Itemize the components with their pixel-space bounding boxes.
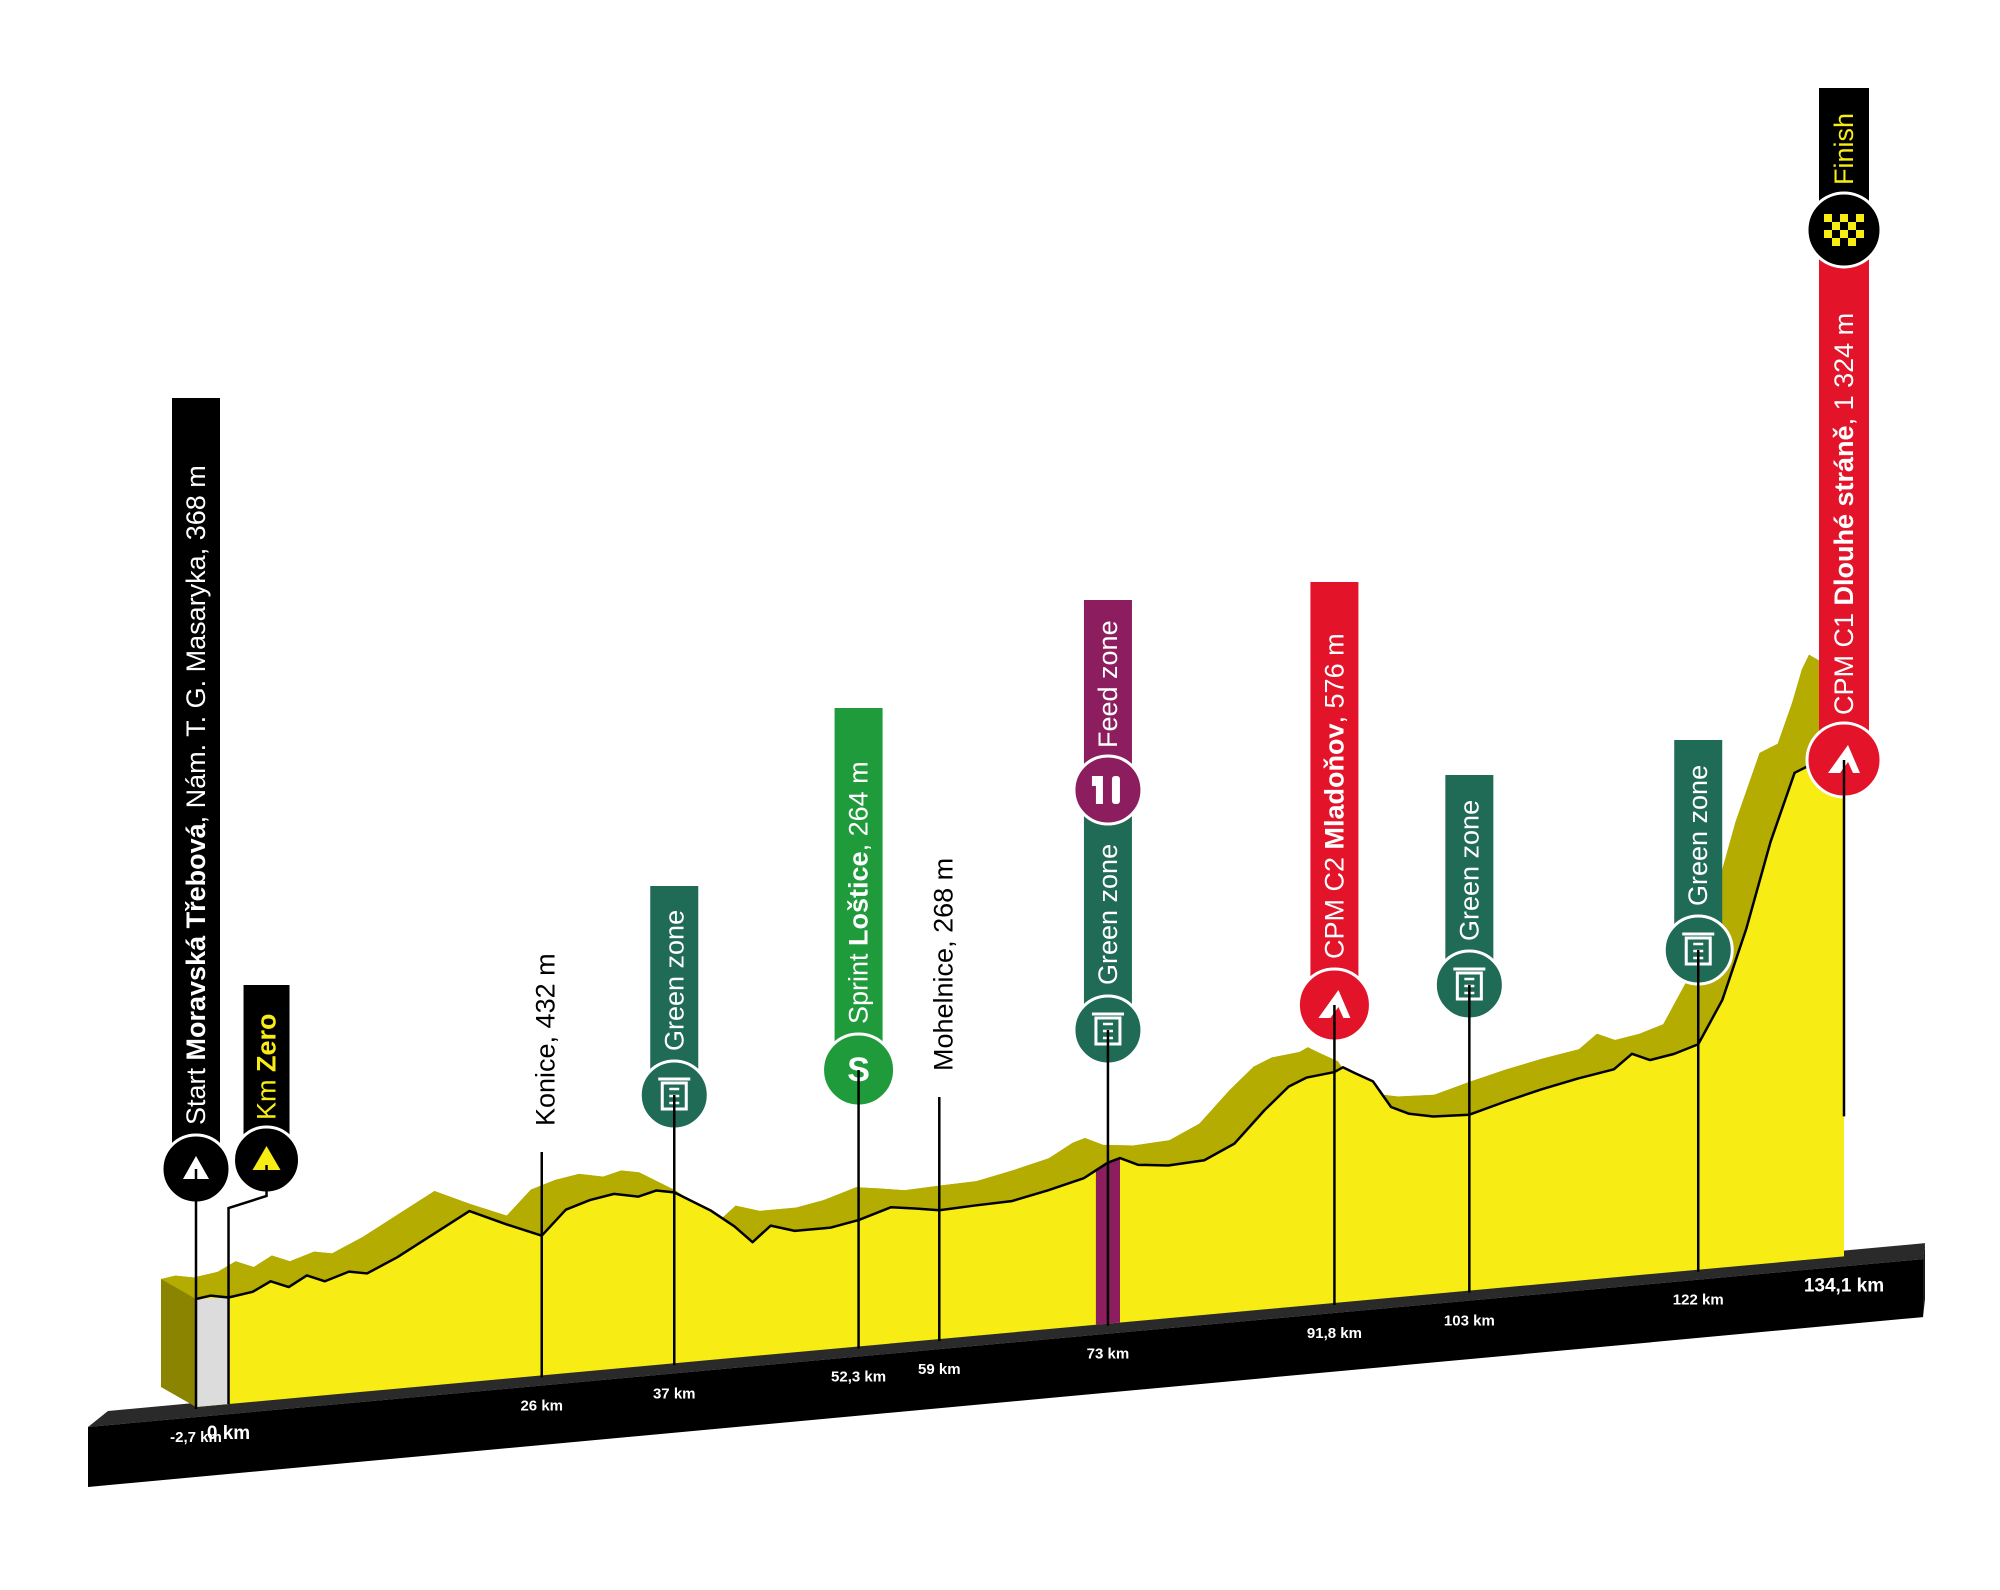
marker-label: CPM C1 Dlouhé stráně, 1 324 m bbox=[1829, 313, 1859, 715]
checkered-flag-icon bbox=[1824, 214, 1864, 246]
km-zero-triangle-icon bbox=[252, 1146, 281, 1170]
route-markers: Start Moravská Třebová, Nám. T. G. Masar… bbox=[160, 88, 1883, 1409]
km-zero-banner bbox=[243, 985, 290, 1135]
green-37-marker: Green zone bbox=[638, 886, 710, 1131]
climb-c2-marker: CPM C2 Mladoňov, 576 m bbox=[1296, 582, 1372, 1043]
distance-label: 0 km bbox=[207, 1423, 250, 1444]
distance-label: 52,3 km bbox=[831, 1368, 886, 1385]
distance-label: -2,7 km bbox=[170, 1429, 222, 1446]
mountain-icon bbox=[1318, 990, 1351, 1018]
base-bar-front bbox=[88, 1259, 1923, 1487]
marker-label: Green zone bbox=[1683, 765, 1713, 906]
km-zero-marker: Km Zero bbox=[232, 985, 302, 1195]
start-marker-banner bbox=[172, 398, 220, 1169]
profile-line bbox=[195, 674, 1846, 1301]
profile-left-edge bbox=[161, 1278, 196, 1407]
distance-label: 73 km bbox=[1087, 1346, 1130, 1363]
finish-marker: Finish bbox=[1805, 88, 1883, 269]
distance-label: 103 km bbox=[1444, 1313, 1495, 1330]
neutral-zone-area bbox=[196, 1297, 229, 1407]
sprint-marker: Sprint Loštice, 264 mS bbox=[821, 708, 897, 1108]
climb-c1-marker: CPM C1 Dlouhé stráně, 1 324 m bbox=[1805, 255, 1883, 799]
mountain-icon bbox=[1828, 745, 1860, 773]
elevation-profile bbox=[161, 654, 1846, 1407]
marker-label: Green zone bbox=[659, 910, 689, 1051]
marker-label: CPM C2 Mladoňov, 576 m bbox=[1319, 633, 1349, 959]
km-zero-pole bbox=[227, 1165, 268, 1405]
fork-knife-icon bbox=[1091, 776, 1120, 804]
climb-c1-banner bbox=[1819, 255, 1869, 760]
marker-label: Start Moravská Třebová, Nám. T. G. Masar… bbox=[181, 465, 211, 1125]
konice-marker: Konice, 432 m bbox=[531, 953, 561, 1126]
marker-label: Feed zone bbox=[1093, 620, 1123, 748]
green-122-marker: Green zone bbox=[1662, 740, 1734, 986]
marker-label: Finish bbox=[1829, 113, 1859, 185]
profile-front-face bbox=[196, 674, 1844, 1407]
marker-label: Green zone bbox=[1454, 800, 1484, 941]
distance-label: 26 km bbox=[520, 1397, 563, 1414]
distance-labels: -2,7 km0 km 26 km 37 km 52,3 km 59 km 73 km 91… bbox=[170, 1275, 1884, 1446]
distance-label: 122 km bbox=[1673, 1292, 1724, 1309]
distance-label: 37 km bbox=[653, 1385, 696, 1402]
start-marker: Start Moravská Třebová, Nám. T. G. Masar… bbox=[160, 398, 232, 1205]
sprint-marker-banner bbox=[834, 708, 883, 1070]
distance-label: 59 km bbox=[918, 1361, 961, 1378]
green-73-marker: Green zone bbox=[1072, 805, 1144, 1066]
feed-marker: Feed zone bbox=[1072, 600, 1144, 826]
green-73-banner bbox=[1083, 805, 1132, 1030]
marker-label: Konice, 432 m bbox=[531, 953, 561, 1126]
feed-badge bbox=[1072, 754, 1144, 826]
mohelnice-marker: Mohelnice, 268 m bbox=[928, 858, 958, 1071]
marker-label: Km Zero bbox=[252, 1013, 282, 1120]
distance-label: 134,1 km bbox=[1804, 1275, 1884, 1296]
marker-label: Sprint Loštice, 264 m bbox=[844, 761, 874, 1024]
climb-c2-marker-banner bbox=[1310, 582, 1359, 1005]
distance-label: 91,8 km bbox=[1307, 1325, 1362, 1342]
marker-label: Mohelnice, 268 m bbox=[928, 858, 958, 1071]
base-bar-end bbox=[1923, 1243, 1925, 1318]
marker-label: Green zone bbox=[1093, 844, 1123, 985]
green-103-marker: Green zone bbox=[1433, 775, 1505, 1021]
start-triangle-icon bbox=[183, 1156, 209, 1179]
